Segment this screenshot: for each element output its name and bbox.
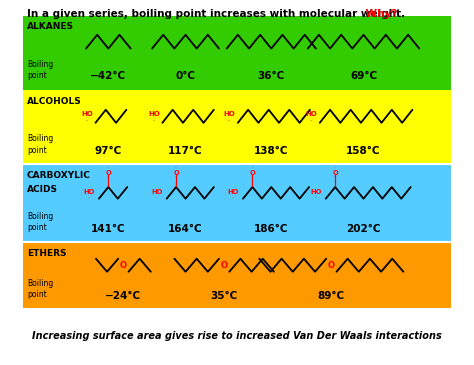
Text: Increasing surface area gives rise to increased Van Der Waals interactions: Increasing surface area gives rise to in…: [32, 331, 442, 341]
Text: ··: ··: [152, 118, 155, 123]
Text: O: O: [173, 170, 179, 176]
Text: 117°C: 117°C: [168, 146, 203, 155]
Text: 202°C: 202°C: [346, 223, 381, 234]
Text: ··: ··: [228, 118, 231, 123]
Text: −24°C: −24°C: [105, 291, 141, 300]
Text: 97°C: 97°C: [95, 146, 122, 155]
FancyBboxPatch shape: [23, 16, 451, 90]
Text: In a given series, boiling point increases with molecular weight.: In a given series, boiling point increas…: [27, 9, 405, 19]
Text: HO: HO: [148, 111, 160, 117]
Text: 69°C: 69°C: [350, 72, 377, 81]
Text: Why?: Why?: [362, 9, 398, 19]
Text: HO: HO: [223, 111, 235, 117]
Text: Boiling
point: Boiling point: [27, 134, 53, 154]
Text: 141°C: 141°C: [91, 223, 126, 234]
Text: O: O: [220, 261, 228, 270]
Text: 36°C: 36°C: [258, 72, 285, 81]
Text: ··: ··: [334, 175, 337, 179]
Text: ··: ··: [88, 196, 91, 200]
Text: HO: HO: [305, 111, 317, 117]
Text: 0°C: 0°C: [175, 72, 196, 81]
Text: ··: ··: [251, 175, 254, 179]
Text: ··: ··: [334, 166, 337, 170]
FancyBboxPatch shape: [23, 90, 451, 164]
Text: 186°C: 186°C: [254, 223, 289, 234]
Text: ··: ··: [107, 166, 109, 170]
Text: O: O: [120, 261, 127, 270]
Text: Boiling
point: Boiling point: [27, 279, 53, 299]
Text: −42°C: −42°C: [90, 72, 127, 81]
Text: O: O: [106, 170, 111, 176]
Text: ··: ··: [251, 166, 254, 170]
Text: ··: ··: [175, 175, 177, 179]
Text: ··: ··: [107, 175, 109, 179]
Text: ACIDS: ACIDS: [27, 185, 58, 194]
Text: 89°C: 89°C: [318, 291, 345, 300]
Text: HO: HO: [310, 189, 321, 195]
Text: HO: HO: [151, 189, 163, 195]
Text: 164°C: 164°C: [168, 223, 203, 234]
Text: ··: ··: [315, 196, 317, 200]
Text: ··: ··: [175, 166, 177, 170]
Text: O: O: [328, 261, 335, 270]
Text: CARBOXYLIC: CARBOXYLIC: [27, 171, 91, 180]
FancyBboxPatch shape: [23, 164, 451, 242]
Text: HO: HO: [83, 189, 95, 195]
Text: ALCOHOLS: ALCOHOLS: [27, 97, 82, 105]
Text: O: O: [332, 170, 338, 176]
Text: Boiling
point: Boiling point: [27, 212, 53, 233]
Text: 158°C: 158°C: [346, 146, 381, 155]
Text: Boiling
point: Boiling point: [27, 60, 53, 80]
Text: ··: ··: [310, 118, 313, 123]
Text: 138°C: 138°C: [254, 146, 289, 155]
FancyBboxPatch shape: [23, 242, 451, 309]
Text: HO: HO: [228, 189, 239, 195]
Text: ··: ··: [85, 118, 89, 123]
Text: ETHERS: ETHERS: [27, 249, 66, 258]
Text: ALKANES: ALKANES: [27, 22, 74, 31]
Text: O: O: [250, 170, 255, 176]
Text: HO: HO: [81, 111, 93, 117]
Text: 35°C: 35°C: [210, 291, 238, 300]
Text: ··: ··: [155, 196, 158, 200]
Text: ··: ··: [232, 196, 235, 200]
